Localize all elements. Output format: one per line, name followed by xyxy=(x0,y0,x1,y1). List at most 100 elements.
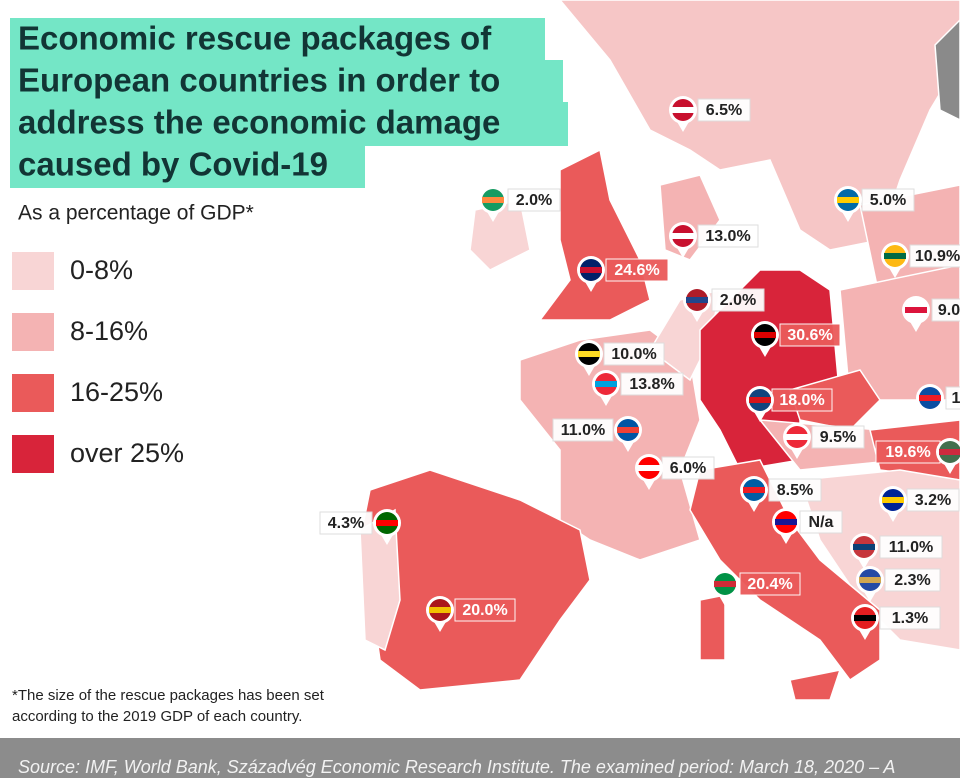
country-value: 19.6% xyxy=(885,444,930,461)
legend-swatch xyxy=(12,435,54,473)
flag-band xyxy=(854,615,876,621)
legend-label: 16-25% xyxy=(70,377,163,407)
flag-band xyxy=(672,233,694,239)
country-label: 11.0% xyxy=(850,533,943,569)
country-label: 2.3% xyxy=(856,566,941,602)
flag-band xyxy=(919,395,941,401)
country-value: 2.0% xyxy=(516,192,552,209)
legend-label: over 25% xyxy=(70,438,184,468)
country-label: 5.0% xyxy=(834,186,915,222)
title-line: European countries in order to xyxy=(18,62,500,99)
country-label: 11.0% xyxy=(552,416,642,452)
flag-band xyxy=(775,519,797,525)
flag-band xyxy=(595,381,617,387)
country-label: 24.6% xyxy=(577,256,669,292)
label-box xyxy=(879,606,941,630)
country-value: 1 xyxy=(952,390,960,407)
title-line: Economic rescue packages of xyxy=(18,20,492,57)
subtitle: As a percentage of GDP* xyxy=(18,202,254,225)
title-highlight xyxy=(10,18,545,62)
legend-label: 0-8% xyxy=(70,255,133,285)
flag-band xyxy=(580,267,602,273)
title-line: address the economic damage xyxy=(18,104,500,141)
label-box xyxy=(319,511,373,535)
flag-band xyxy=(905,307,927,313)
label-box xyxy=(768,478,822,502)
country-label: 8.5% xyxy=(740,476,822,512)
country-label: 19.6% xyxy=(875,438,960,474)
label-box xyxy=(811,425,865,449)
country-value: 3.2% xyxy=(915,492,951,509)
source: Source: IMF, World Bank, Századvég Econo… xyxy=(18,757,895,777)
country-value: 1.3% xyxy=(892,610,928,627)
country-label: 20.0% xyxy=(426,596,516,632)
label-box xyxy=(931,298,960,322)
country-label: 9.5% xyxy=(783,423,865,459)
country-label: 13.0% xyxy=(669,222,759,258)
flag-band xyxy=(429,607,451,613)
country-label: 13.8% xyxy=(592,370,684,406)
country-label: 9.0 xyxy=(902,296,960,332)
country-value: 2.0% xyxy=(720,292,756,309)
country-label: 1.3% xyxy=(851,604,941,640)
country-label: 18.0% xyxy=(746,386,833,422)
country-value: 9.5% xyxy=(820,429,856,446)
country-value: N/a xyxy=(809,514,834,531)
country-label: 20.4% xyxy=(711,570,801,606)
flag-band xyxy=(617,427,639,433)
country-value: 18.0% xyxy=(779,392,824,409)
label-box xyxy=(945,386,960,410)
label-box xyxy=(603,342,665,366)
label-box xyxy=(697,98,751,122)
country-label: 10.9% xyxy=(881,242,960,278)
label-box xyxy=(884,568,941,592)
flag-band xyxy=(376,520,398,526)
title: Economic rescue packages of European coun… xyxy=(10,18,568,188)
flag-band xyxy=(754,332,776,338)
flag-band xyxy=(638,465,660,471)
footnote-line: *The size of the rescue packages has bee… xyxy=(12,687,325,704)
title-highlight xyxy=(10,102,568,146)
poland xyxy=(839,264,960,401)
country-value: 13.8% xyxy=(629,376,674,393)
flag-band xyxy=(686,297,708,303)
country-value: 6.5% xyxy=(706,102,742,119)
flag-band xyxy=(837,197,859,203)
legend-label: 8-16% xyxy=(70,316,148,346)
country-label: 6.0% xyxy=(635,454,715,490)
flag-band xyxy=(853,544,875,550)
flag-band xyxy=(859,577,881,583)
country-value: 30.6% xyxy=(787,327,832,344)
flag-band xyxy=(749,397,771,403)
flag-band xyxy=(939,449,960,455)
country-label: N/a xyxy=(772,508,843,544)
country-label: 3.2% xyxy=(879,486,960,522)
country-value: 5.0% xyxy=(870,192,906,209)
flag-band xyxy=(578,351,600,357)
label-box xyxy=(879,535,943,559)
russia xyxy=(934,18,960,121)
country-label: 30.6% xyxy=(751,321,841,357)
country-value: 9.0 xyxy=(938,302,960,319)
sardinia xyxy=(699,594,726,661)
label-box xyxy=(620,372,684,396)
legend-swatch xyxy=(12,252,54,290)
label-box xyxy=(697,224,759,248)
country-value: 4.3% xyxy=(328,515,364,532)
label-box xyxy=(552,418,614,442)
sicily xyxy=(789,669,842,701)
footnote: *The size of the rescue packages has bee… xyxy=(12,687,325,725)
flag-band xyxy=(884,253,906,259)
country-labels: 6.5% 2.0% 5.0% 13.0% 10.9% 24.6% 2.0% 9.0 30.6% 1… xyxy=(319,96,960,640)
country-value: 2.3% xyxy=(894,572,930,589)
country-value: 10.9% xyxy=(915,248,960,265)
label-box xyxy=(909,244,960,268)
flag-band xyxy=(743,487,765,493)
label-box xyxy=(454,598,516,622)
flag-band xyxy=(714,581,736,587)
country-value: 24.6% xyxy=(614,262,659,279)
legend: 0-8% 8-16% 16-25% over 25% xyxy=(12,252,184,473)
label-box xyxy=(711,288,765,312)
label-box xyxy=(779,323,841,347)
